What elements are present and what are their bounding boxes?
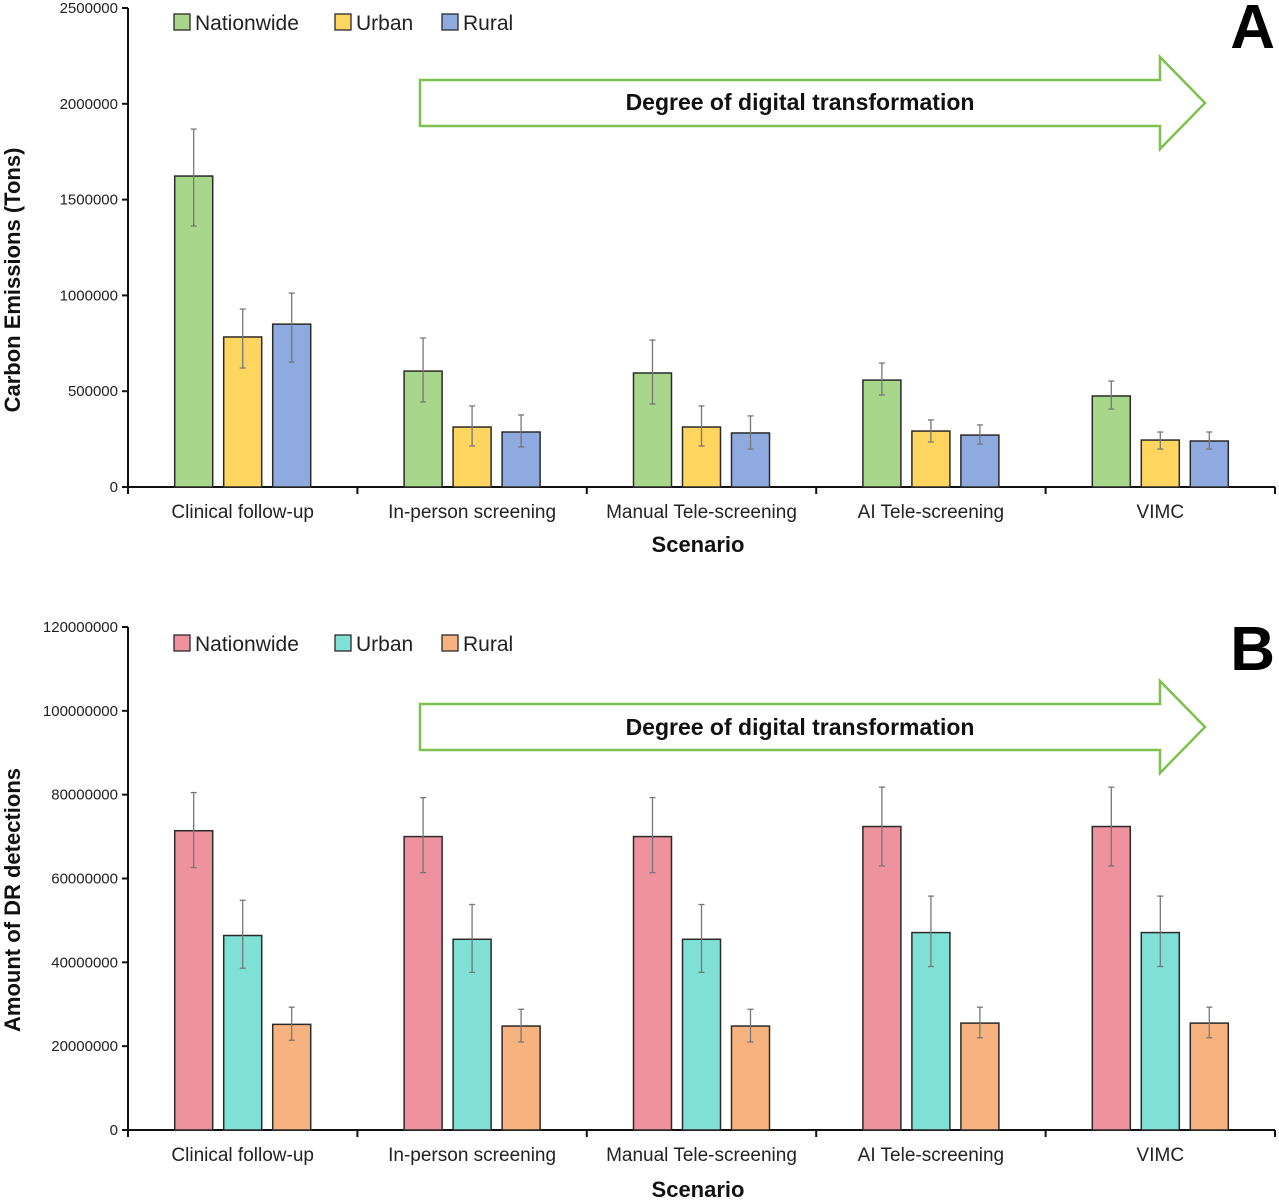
x-category-label: Manual Tele-screening — [606, 502, 797, 523]
legend-label-rural: Rural — [463, 633, 513, 656]
panel-letter-b: B — [1230, 615, 1275, 684]
panel-letter-a: A — [1230, 0, 1275, 62]
legend-label-urban: Urban — [356, 633, 413, 656]
bar-nationwide — [632, 835, 673, 1131]
x-category-label: Clinical follow-up — [171, 502, 314, 523]
legend-swatch-urban — [334, 13, 352, 31]
y-tick-label: 20000000 — [51, 1038, 118, 1055]
y-tick-label: 40000000 — [51, 954, 118, 971]
bar-nationwide — [1091, 825, 1132, 1131]
panel-b: Degree of digital transformation B Amoun… — [0, 615, 1276, 1202]
x-category-label: In-person screening — [388, 502, 556, 523]
legend-b: Nationwide Urban Rural — [173, 633, 513, 656]
y-tick-label: 60000000 — [51, 871, 118, 888]
x-category-label: AI Tele-screening — [858, 502, 1004, 523]
legend-a: Nationwide Urban Rural — [173, 12, 513, 35]
bar-nationwide — [862, 379, 902, 488]
y-tick-label: 0 — [110, 479, 118, 496]
y-tick-label: 100000000 — [43, 703, 118, 720]
x-axis-title-b: Scenario — [652, 1177, 745, 1202]
x-category-label: In-person screening — [388, 1145, 556, 1166]
x-category-label: VIMC — [1137, 1145, 1185, 1166]
arrow-label: Degree of digital transformation — [626, 89, 975, 115]
y-axis-title-b: Amount of DR detections — [0, 768, 25, 1032]
arrow-label: Degree of digital transformation — [626, 714, 975, 740]
bar-nationwide — [173, 175, 214, 488]
bar-rural — [960, 1022, 1000, 1131]
legend-swatch-rural — [441, 13, 459, 31]
bar-nationwide — [862, 825, 902, 1131]
x-category-label: AI Tele-screening — [858, 1145, 1004, 1166]
y-tick-label: 2500000 — [60, 0, 118, 17]
y-axis-title-a: Carbon Emissions (Tons) — [0, 148, 25, 413]
legend-label-nationwide: Nationwide — [195, 12, 299, 35]
arrow-shape — [418, 53, 1207, 153]
bar-nationwide — [173, 829, 214, 1131]
legend-label-nationwide: Nationwide — [195, 633, 299, 656]
legend-label-rural: Rural — [463, 12, 513, 35]
digital-transformation-arrow-b: Degree of digital transformation — [418, 677, 1207, 777]
legend-swatch-urban — [334, 634, 352, 652]
bar-rural — [730, 1025, 771, 1131]
y-tick-label: 500000 — [68, 383, 118, 400]
bar-rural — [271, 1023, 312, 1131]
x-axis-title-a: Scenario — [652, 532, 745, 557]
bar-rural — [1189, 1022, 1230, 1131]
plot-area-b: 0 20000000 40000000 60000000 80000000 1000000… — [43, 619, 1276, 1166]
y-tick-label: 2000000 — [60, 96, 118, 113]
legend-label-urban: Urban — [356, 12, 413, 35]
plot-area-a: 0 500000 1000000 1500000 2000000 2500000 Clini… — [60, 0, 1276, 523]
legend-swatch-nationwide — [173, 13, 191, 31]
y-tick-label: 1000000 — [60, 287, 118, 304]
arrow-shape — [418, 677, 1207, 777]
y-tick-label: 80000000 — [51, 787, 118, 804]
y-tick-label: 1500000 — [60, 192, 118, 209]
digital-transformation-arrow-a: Degree of digital transformation — [418, 53, 1207, 153]
x-category-label: Clinical follow-up — [171, 1145, 314, 1166]
x-category-label: VIMC — [1137, 502, 1185, 523]
y-tick-label: 0 — [110, 1122, 118, 1139]
x-category-label: Manual Tele-screening — [606, 1145, 797, 1166]
panel-a: Degree of digital transformation A Carbo… — [0, 0, 1276, 557]
legend-swatch-rural — [441, 634, 459, 652]
bar-nationwide — [1091, 395, 1132, 488]
legend-swatch-nationwide — [173, 634, 191, 652]
bar-rural — [501, 1025, 541, 1131]
bar-nationwide — [403, 835, 443, 1131]
y-tick-label: 120000000 — [43, 619, 118, 636]
